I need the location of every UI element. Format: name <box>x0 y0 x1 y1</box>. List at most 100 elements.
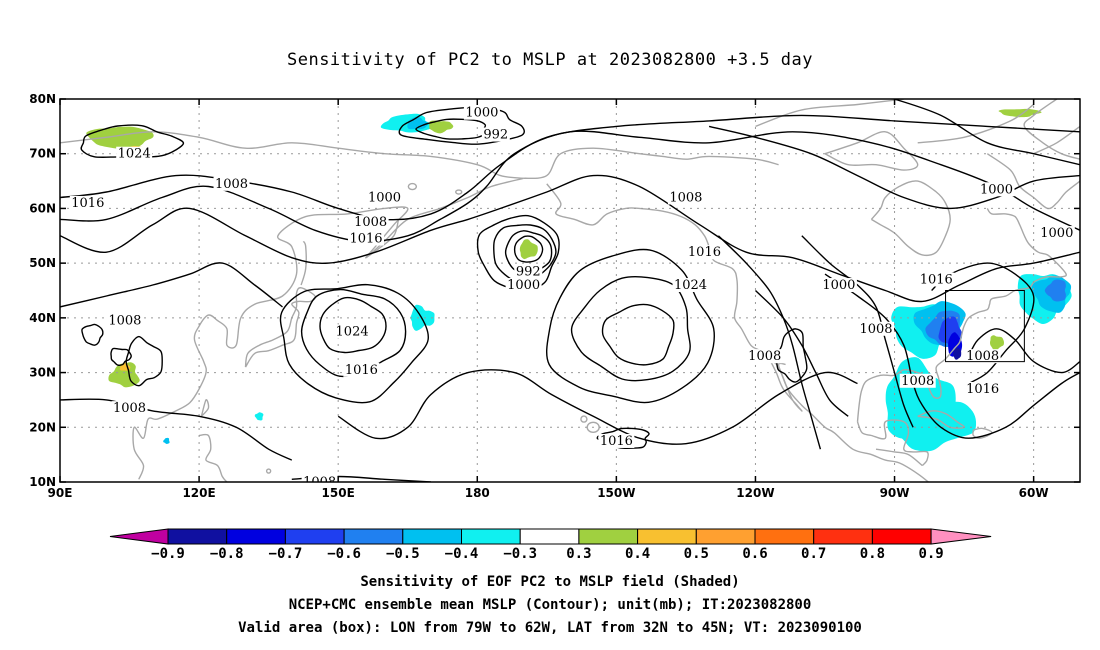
colorbar-segment <box>813 528 873 545</box>
isobar <box>894 99 1080 166</box>
contour-label-bg <box>343 362 380 377</box>
colorbar-segment <box>871 528 932 545</box>
colorbar-segment <box>461 528 521 545</box>
caption-line-2: NCEP+CMC ensemble mean MSLP (Contour); u… <box>288 597 812 613</box>
isobar <box>60 174 1080 303</box>
contour-label: 1000 <box>822 278 855 293</box>
coastline <box>300 240 307 286</box>
colorbar-segment <box>519 528 580 545</box>
isobar <box>824 273 1080 439</box>
island <box>455 189 463 195</box>
contour-label: 1008 <box>748 349 781 364</box>
coastline <box>875 448 923 467</box>
coastline <box>1033 125 1080 155</box>
coastline <box>523 147 779 180</box>
colorbar-segment <box>167 528 228 545</box>
colorbar-label: 0.6 <box>742 546 767 562</box>
isobar <box>931 262 1035 385</box>
isobar <box>60 262 283 308</box>
colorbar-label: 0.7 <box>801 546 826 562</box>
colorbar-label: −0.9 <box>151 546 185 562</box>
sensitivity-patch <box>86 126 154 150</box>
valid-area-rect <box>945 290 1025 363</box>
coastline <box>132 177 524 480</box>
isobar <box>81 323 104 346</box>
lon-tick-label: 90E <box>48 486 73 500</box>
colorbar-label: −0.5 <box>386 546 420 562</box>
coastline <box>546 183 930 482</box>
contour-label: 1016 <box>71 196 104 211</box>
colorbar-label: −0.6 <box>327 546 361 562</box>
island <box>580 415 588 423</box>
contour-label-bg <box>348 231 384 246</box>
plot-frame <box>59 98 1081 483</box>
lon-tick-label: 120E <box>182 486 215 500</box>
contour-label: 1008 <box>215 177 248 192</box>
lon-tick-label: 180 <box>465 486 490 500</box>
island <box>265 468 272 474</box>
colorbar: −0.9 −0.8 −0.7 −0.6 −0.5 −0.4 −0.3 0.3 0.4 0.5 0.6… <box>109 528 992 562</box>
contour-label-bg <box>964 349 1001 364</box>
contour-label: 1000 <box>1040 226 1073 241</box>
isobar <box>570 276 691 382</box>
lat-tick-label: 10N <box>29 475 56 489</box>
contour-label: 1024 <box>336 325 369 340</box>
coastline <box>768 358 803 412</box>
colorbar-segment <box>226 528 286 545</box>
isobar <box>80 124 185 158</box>
contour-label-bg <box>899 373 936 388</box>
coastline <box>917 103 1035 144</box>
sensitivity-patch <box>990 335 1004 351</box>
coastline <box>986 153 1080 210</box>
isobar <box>60 398 293 461</box>
sensitivity-patch <box>519 239 538 260</box>
isobar <box>968 328 1080 374</box>
colorbar-segment <box>284 528 345 545</box>
colorbar-label: 0.8 <box>860 546 885 562</box>
coastline <box>917 410 965 429</box>
contour-label: 1008 <box>108 314 141 329</box>
contour-label-bg <box>820 278 857 293</box>
isobar <box>708 125 1080 210</box>
isobar <box>717 235 822 450</box>
contour-label-bg <box>463 105 500 120</box>
sensitivity-patch <box>429 120 454 134</box>
coastline <box>972 427 993 439</box>
colorbar-segment <box>637 528 697 545</box>
lat-tick-label: 40N <box>29 311 56 325</box>
contour-label: 1016 <box>345 363 378 378</box>
isobar <box>319 296 387 354</box>
contour-label-bg <box>111 401 148 416</box>
lon-tick-label: 90W <box>880 486 910 500</box>
contour-label: 1000 <box>980 182 1013 197</box>
lat-tick-label: 60N <box>29 201 56 215</box>
contour-label-bg <box>978 182 1015 197</box>
grid-lines <box>60 99 1080 482</box>
coastline <box>365 219 400 259</box>
colorbar-segment <box>578 528 639 545</box>
contour-label: 1016 <box>688 245 721 260</box>
sensitivity-patch <box>163 437 170 444</box>
lat-tick-label: 50N <box>29 256 56 270</box>
coastline <box>200 399 210 417</box>
contour-label: 1008 <box>303 475 336 490</box>
sensitivity-patch <box>410 304 435 331</box>
contour-label-bg <box>366 190 403 205</box>
contour-label-bg <box>301 475 338 482</box>
contour-label: 1008 <box>354 215 387 230</box>
contour-label-bg <box>116 146 153 161</box>
colorbar-label: 0.4 <box>625 546 650 562</box>
contour-label-bg <box>672 278 709 293</box>
contour-label-bg <box>858 321 894 336</box>
sensitivity-patch <box>998 108 1042 118</box>
lat-tick-label: 20N <box>29 420 56 434</box>
contour-label-bg <box>918 272 955 287</box>
contour-label-bg <box>481 127 510 142</box>
colorbar-label: −0.3 <box>503 546 537 562</box>
sensitivity-patch <box>1044 279 1066 302</box>
coastline <box>870 180 951 257</box>
contour-label-bg <box>964 381 1001 396</box>
contour-label: 1008 <box>669 190 702 205</box>
contour-label: 1024 <box>674 278 707 293</box>
